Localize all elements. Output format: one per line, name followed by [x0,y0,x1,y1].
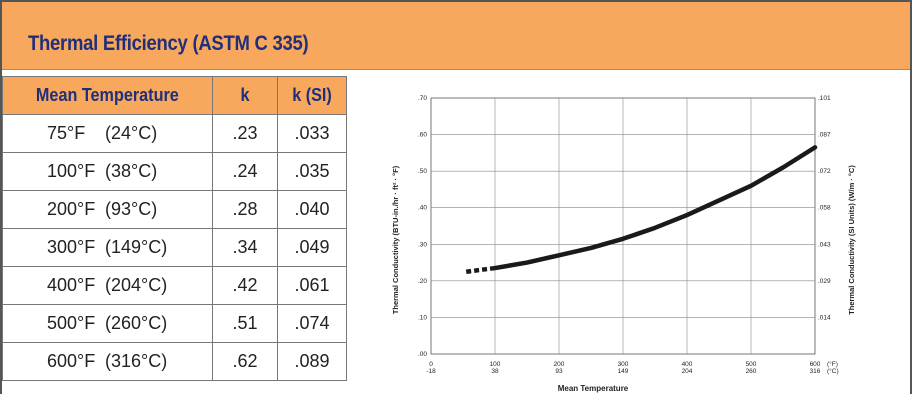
x-tick-label-f: 400 [682,361,693,368]
cell-k: .34 [212,228,278,267]
y-tick-label-left: .40 [418,205,427,212]
cell-temperature: 100°F (38°C) [2,152,213,191]
series-line-extrapolated [465,265,496,274]
header-k-si: k (SI) [277,76,347,115]
y-tick-label-right: .101 [818,95,831,102]
cell-temperature: 300°F (149°C) [2,228,213,267]
x-tick-label-f: 0 [429,361,433,368]
x-tick-label-f: 600 [810,361,821,368]
header-k: k [212,76,278,115]
y-tick-label-right: .072 [818,168,831,175]
x-tick-label-f: 500 [746,361,757,368]
y-tick-label-left: .30 [418,241,427,248]
cell-k-si: .035 [277,152,347,191]
chart-series [465,145,818,274]
table-row: 400°F (204°C) .42 .061 [2,266,347,305]
cell-k: .62 [212,342,278,381]
x-unit-c: (°C) [827,367,839,375]
cell-k: .28 [212,190,278,229]
y-tick-label-right: .087 [818,132,831,139]
table-row: 300°F (149°C) .34 .049 [2,228,347,267]
y-tick-label-right: .043 [818,241,831,248]
y-tick-label-left: .50 [418,168,427,175]
cell-temperature: 500°F (260°C) [2,304,213,343]
x-tick-label-f: 300 [618,361,629,368]
y-tick-label-left: .00 [418,351,427,358]
x-tick-label-f: 100 [490,361,501,368]
header-mean-temperature: Mean Temperature [2,76,213,115]
cell-k: .42 [212,266,278,305]
cell-k-si: .089 [277,342,347,381]
cell-k: .23 [212,114,278,153]
banner-title: Thermal Efficiency (ASTM C 335) [28,32,309,55]
y-tick-label-right: .029 [818,278,831,285]
thermal-efficiency-table: Mean Temperature k k (SI) 75°F (24°C) .23… [2,76,347,381]
cell-k-si: .040 [277,190,347,229]
thermal-table-container: Mean Temperature k k (SI) 75°F (24°C) .23… [2,76,347,381]
y-tick-label-left: .70 [418,95,427,102]
cell-k: .24 [212,152,278,191]
x-tick-label-c: 149 [618,368,629,375]
chart-grid [430,97,816,355]
y-axis-label-right: Thermal Conductivity (SI Units) (W/m · °… [847,165,856,315]
y-tick-label-left: .20 [418,278,427,285]
series-line [492,145,818,271]
x-unit-f: (°F) [827,360,838,368]
table-header-row: Mean Temperature k k (SI) [2,76,347,115]
x-tick-label-c: 93 [555,368,563,375]
x-tick-label-c: 316 [810,368,821,375]
cell-k-si: .049 [277,228,347,267]
table-row: 100°F (38°C) .24 .035 [2,152,347,191]
cell-temperature: 600°F (316°C) [2,342,213,381]
cell-k: .51 [212,304,278,343]
table-row: 500°F (260°C) .51 .074 [2,304,347,343]
y-tick-label-right: .014 [818,314,831,321]
y-axis-label-left: Thermal Conductivity (BTU-in./hr · ft² ·… [391,165,400,314]
table-row: 600°F (316°C) .62 .089 [2,342,347,381]
x-tick-label-c: 260 [746,368,757,375]
y-tick-label-left: .10 [418,314,427,321]
table-row: 75°F (24°C) .23 .033 [2,114,347,153]
x-tick-label-c: -18 [426,368,436,375]
table-row: 200°F (93°C) .28 .040 [2,190,347,229]
cell-k-si: .033 [277,114,347,153]
x-tick-label-c: 204 [682,368,693,375]
cell-temperature: 75°F (24°C) [2,114,213,153]
y-tick-label-right: .058 [818,205,831,212]
x-tick-label-c: 38 [491,368,499,375]
cell-temperature: 200°F (93°C) [2,190,213,229]
cell-temperature: 400°F (204°C) [2,266,213,305]
y-tick-label-left: .60 [418,132,427,139]
x-axis-label: Mean Temperature [558,384,629,393]
header-banner: Thermal Efficiency (ASTM C 335) [2,2,910,70]
cell-k-si: .074 [277,304,347,343]
x-tick-label-f: 200 [554,361,565,368]
cell-k-si: .061 [277,266,347,305]
